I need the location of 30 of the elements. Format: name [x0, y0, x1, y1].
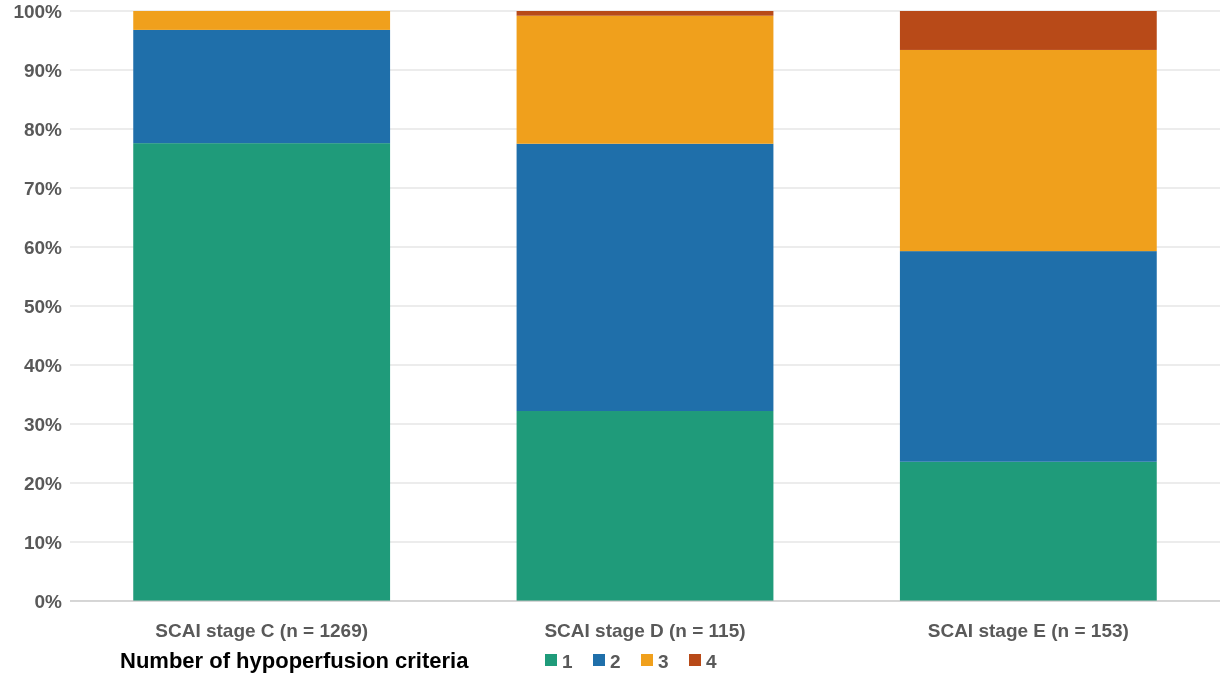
- legend-label: 2: [610, 651, 621, 672]
- bar: [899, 49, 1157, 252]
- legend-label: 4: [706, 651, 717, 672]
- bar: [516, 411, 774, 601]
- y-tick-label: 60%: [23, 236, 63, 258]
- x-tick-label: SCAI stage E (n = 153): [927, 620, 1129, 641]
- bar: [899, 251, 1157, 462]
- y-tick-label: 0%: [34, 590, 63, 612]
- bar: [516, 11, 774, 16]
- y-tick-label: 50%: [23, 295, 63, 317]
- x-tick-label: SCAI stage C (n = 1269): [155, 620, 369, 641]
- bar: [899, 11, 1157, 50]
- y-tick-label: 20%: [23, 472, 63, 494]
- y-tick-label: 80%: [23, 118, 63, 140]
- y-tick-label: 30%: [23, 413, 63, 435]
- y-tick-label: 100%: [13, 0, 63, 22]
- y-tick-label: 10%: [23, 531, 63, 553]
- bar: [133, 11, 391, 30]
- bar: [516, 143, 774, 412]
- y-tick-label: 90%: [23, 59, 63, 81]
- legend-title: Number of hypoperfusion criteria: [120, 648, 470, 673]
- y-tick-label: 40%: [23, 354, 63, 376]
- bar: [133, 143, 391, 601]
- legend-label: 3: [658, 651, 669, 672]
- bar: [516, 15, 774, 144]
- bar: [133, 29, 391, 144]
- legend-label: 1: [562, 651, 573, 672]
- y-tick-label: 70%: [23, 177, 63, 199]
- x-tick-label: SCAI stage D (n = 115): [544, 620, 746, 641]
- bar: [899, 461, 1157, 601]
